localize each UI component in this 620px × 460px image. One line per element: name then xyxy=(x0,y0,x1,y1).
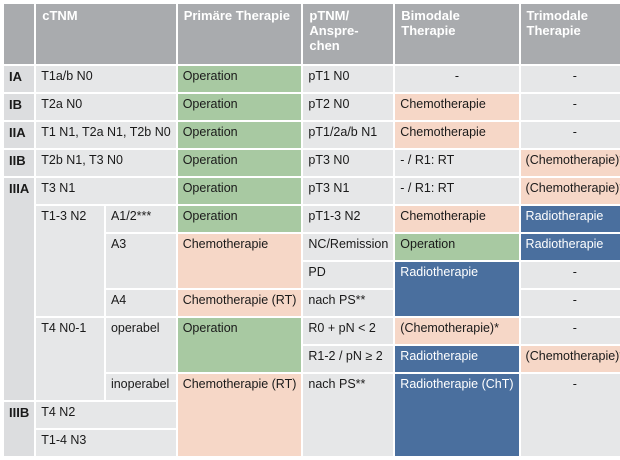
trimodal-cell: - xyxy=(518,260,620,290)
table-row: IIIA T3 N1 Operation pT3 N1 - / R1: RT (… xyxy=(1,176,620,402)
trimodal-cell: - xyxy=(518,64,620,94)
ptnm-cell: pT3 N1 xyxy=(301,176,396,206)
subgroup-cell: A1/2*** xyxy=(103,204,178,234)
ptnm-cell: nach PS** xyxy=(301,372,396,458)
table-row: IIIB T4 N2 xyxy=(1,400,620,458)
subgroup-cell: A4 xyxy=(103,288,178,318)
primary-therapy-cell: Chemotherapie (RT) xyxy=(175,288,304,318)
ptnm-cell: R0 + pN < 2 xyxy=(301,316,396,346)
table-row: inoperabel Chemotherapie (RT) nach PS** … xyxy=(3,372,620,458)
bimodal-cell: Chemotherapie xyxy=(393,92,521,122)
trimodal-cell: - xyxy=(518,92,620,122)
primary-therapy-cell: Operation xyxy=(175,204,304,234)
primary-therapy-cell: Chemotherapie (RT) xyxy=(175,372,304,458)
ptnm-cell: NC/Remission xyxy=(301,232,396,262)
subgroup-cell: inoperabel xyxy=(103,372,178,402)
ctnm-cell: T3 N1 xyxy=(34,176,178,206)
table-row: IIA T1 N1, T2a N1, T2b N0 Operation pT1/… xyxy=(1,120,620,150)
trimodal-cell: (Chemotherapie)* xyxy=(518,148,620,178)
ptnm-cell: pT1/2a/b N1 xyxy=(301,120,396,150)
ptnm-cell: PD xyxy=(301,260,396,290)
primary-therapy-cell: Operation xyxy=(175,148,304,178)
bimodal-cell: Chemotherapie xyxy=(393,120,521,150)
table-row: IA T1a/b N0 Operation pT1 N0 - - xyxy=(1,64,620,94)
ptnm-cell: pT2 N0 xyxy=(301,92,396,122)
stage-label: IIIA xyxy=(1,176,37,402)
trimodal-cell: Radiotherapie xyxy=(518,232,620,262)
table-row: T1-3 N2 A1/2*** Operation pT1-3 N2 Chemo… xyxy=(3,204,620,318)
ctnm-cell: T2b N1, T3 N0 xyxy=(34,148,178,178)
header-ptnm-response: pTNM/ Anspre- chen xyxy=(301,2,396,66)
ctnm-cell: T4 N2 xyxy=(34,400,178,430)
ptnm-cell: nach PS** xyxy=(301,288,396,318)
trimodal-cell: (Chemotherapie)* xyxy=(518,176,620,206)
ctnm-cell: T1 N1, T2a N1, T2b N0 xyxy=(34,120,178,150)
trimodal-cell: - xyxy=(518,372,620,458)
bimodal-cell: Radiotherapie xyxy=(393,260,521,318)
table-row: T4 N0-1 operabel Operation R0 + pN < 2 (… xyxy=(3,316,620,402)
table-row: R1-2 / pN ≥ 2 Radiotherapie (Chemotherap… xyxy=(3,344,620,374)
stage-label: IB xyxy=(1,92,37,122)
trimodal-cell: Radiotherapie xyxy=(518,204,620,234)
ctnm-cell: T1-3 N2 xyxy=(34,204,106,318)
primary-therapy-cell: Operation xyxy=(175,176,304,206)
bimodal-cell: Operation xyxy=(393,232,521,262)
ctnm-cell: T4 N0-1 xyxy=(34,316,106,402)
trimodal-cell: (Chemotherapie)* xyxy=(518,344,620,374)
header-ctnm: cTNM xyxy=(34,2,178,66)
ctnm-cell: T1a/b N0 xyxy=(34,64,178,94)
header-row: cTNM Primäre Therapie pTNM/ Anspre- chen… xyxy=(1,2,620,66)
bimodal-cell: - xyxy=(393,64,521,94)
bimodal-cell: - / R1: RT xyxy=(393,176,521,206)
subgroup-cell: A3 xyxy=(103,232,178,290)
stage-label: IIIB xyxy=(1,400,37,458)
ptnm-cell: pT1 N0 xyxy=(301,64,396,94)
primary-therapy-cell: Operation xyxy=(175,120,304,150)
stage-label: IIB xyxy=(1,148,37,178)
subgroup-cell: operabel xyxy=(103,316,178,374)
primary-therapy-cell: Chemotherapie xyxy=(175,232,304,290)
primary-therapy-cell: Operation xyxy=(175,64,304,94)
table-row: IIB T2b N1, T3 N0 Operation pT3 N0 - / R… xyxy=(1,148,620,178)
table-row: A4 Chemotherapie (RT) nach PS** - xyxy=(3,288,620,318)
trimodal-cell: - xyxy=(518,120,620,150)
bimodal-cell: Radiotherapie xyxy=(393,344,521,374)
ptnm-cell: pT3 N0 xyxy=(301,148,396,178)
ptnm-cell: R1-2 / pN ≥ 2 xyxy=(301,344,396,374)
table-row: IB T2a N0 Operation pT2 N0 Chemotherapie… xyxy=(1,92,620,122)
header-stage xyxy=(1,2,37,66)
table-row: T1-4 N3 xyxy=(3,428,620,458)
bimodal-cell: (Chemotherapie)* xyxy=(393,316,521,346)
stage-label: IIA xyxy=(1,120,37,150)
table-row: PD Radiotherapie - xyxy=(3,260,620,318)
table-row: A3 Chemotherapie NC/Remission Operation … xyxy=(3,232,620,290)
ctnm-cell: T1-4 N3 xyxy=(34,428,178,458)
header-bimodal-therapy: Bimodale Therapie xyxy=(393,2,521,66)
stage-label: IA xyxy=(1,64,37,94)
primary-therapy-cell: Operation xyxy=(175,316,304,374)
bimodal-cell: Chemotherapie xyxy=(393,204,521,234)
bimodal-cell: Radiotherapie (ChT) xyxy=(393,372,521,458)
header-trimodal-therapy: Trimodale Therapie xyxy=(518,2,620,66)
trimodal-cell: - xyxy=(518,288,620,318)
ctnm-cell: T2a N0 xyxy=(34,92,178,122)
header-primary-therapy: Primäre Therapie xyxy=(175,2,304,66)
bimodal-cell: - / R1: RT xyxy=(393,148,521,178)
primary-therapy-cell: Operation xyxy=(175,92,304,122)
trimodal-cell: - xyxy=(518,316,620,346)
ptnm-cell: pT1-3 N2 xyxy=(301,204,396,234)
